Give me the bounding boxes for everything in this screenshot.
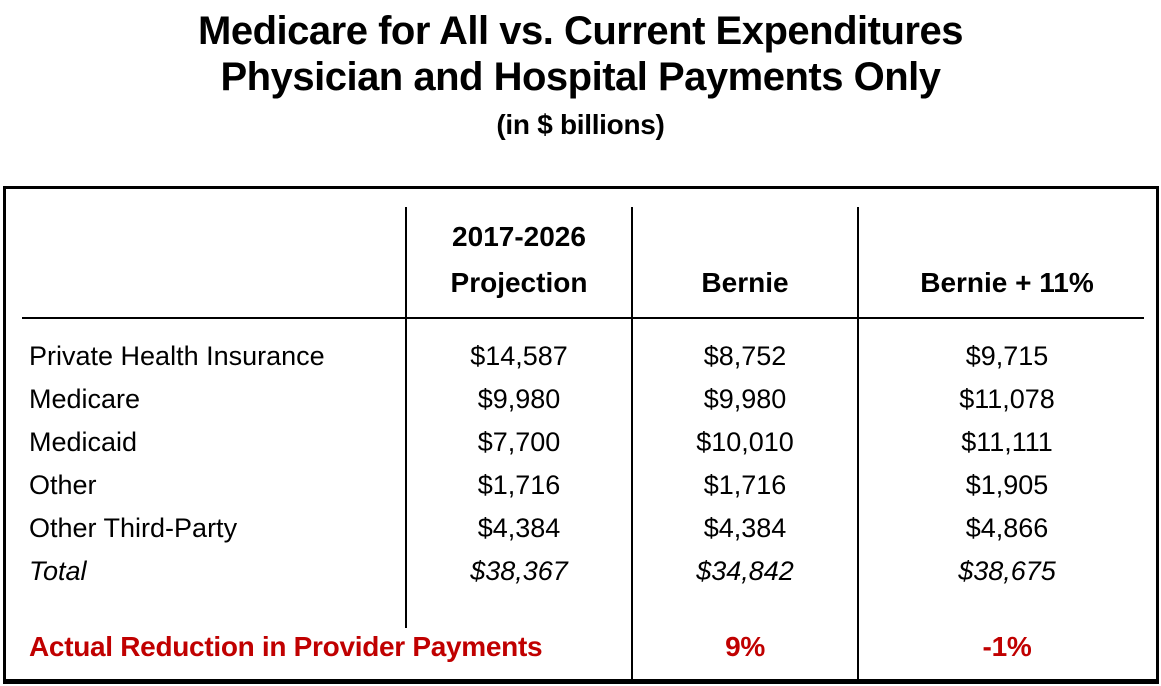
projection-value: $4,384 [477, 513, 561, 543]
footer-bernie-value: 9% [725, 631, 765, 662]
table-grid: 2017-2026 Projection Bernie Bernie + 11%… [6, 189, 1156, 679]
bernie-plus-11-value: $38,675 [958, 556, 1056, 586]
projection-value: $7,700 [477, 427, 561, 457]
title-block: Medicare for All vs. Current Expenditure… [0, 8, 1161, 141]
bernie-value: $34,842 [696, 556, 794, 586]
projection-value: $14,587 [470, 341, 568, 371]
projection-value: $1,716 [477, 470, 561, 500]
bernie-value: $10,010 [696, 427, 794, 457]
header-empty-cell [6, 189, 406, 318]
row-label: Medicare [29, 384, 141, 414]
bernie-value: $1,716 [703, 470, 787, 500]
row-label: Other Third-Party [29, 513, 238, 543]
footer-bernie-plus-11-value: -1% [982, 631, 1032, 662]
row-label: Medicaid [29, 427, 138, 457]
page-subtitle: (in $ billions) [496, 109, 665, 140]
header-body-spacer [6, 318, 1156, 335]
column-divider-3 [857, 207, 859, 679]
column-header-projection: 2017-2026 Projection [406, 189, 632, 318]
projection-value: $9,980 [477, 384, 561, 414]
row-label: Total [29, 556, 87, 586]
column-divider-2 [631, 207, 633, 679]
column-header-bernie: Bernie [701, 267, 789, 298]
column-header-projection-line-2: Projection [450, 267, 588, 298]
bernie-plus-11-value: $9,715 [965, 341, 1049, 371]
bernie-plus-11-value: $11,078 [959, 384, 1055, 414]
bernie-value: $8,752 [703, 341, 787, 371]
page-title-line-1: Medicare for All vs. Current Expenditure… [198, 9, 963, 53]
bernie-value: $9,980 [703, 384, 787, 414]
column-divider-1 [405, 207, 407, 628]
column-header-bernie-plus-11: Bernie + 11% [920, 267, 1094, 298]
column-header-projection-line-1: 2017-2026 [452, 221, 586, 252]
expenditures-table: 2017-2026 Projection Bernie Bernie + 11%… [3, 186, 1159, 684]
row-label: Other [29, 470, 97, 500]
page-title-line-2: Physician and Hospital Payments Only [220, 55, 941, 99]
header-separator-line [22, 317, 1144, 319]
bernie-plus-11-value: $11,111 [961, 427, 1053, 457]
projection-value: $38,367 [470, 556, 568, 586]
bernie-plus-11-value: $4,866 [965, 513, 1049, 543]
row-label: Private Health Insurance [29, 341, 325, 371]
footer-label: Actual Reduction in Provider Payments [29, 631, 543, 662]
bernie-value: $4,384 [703, 513, 787, 543]
bernie-plus-11-value: $1,905 [965, 470, 1049, 500]
